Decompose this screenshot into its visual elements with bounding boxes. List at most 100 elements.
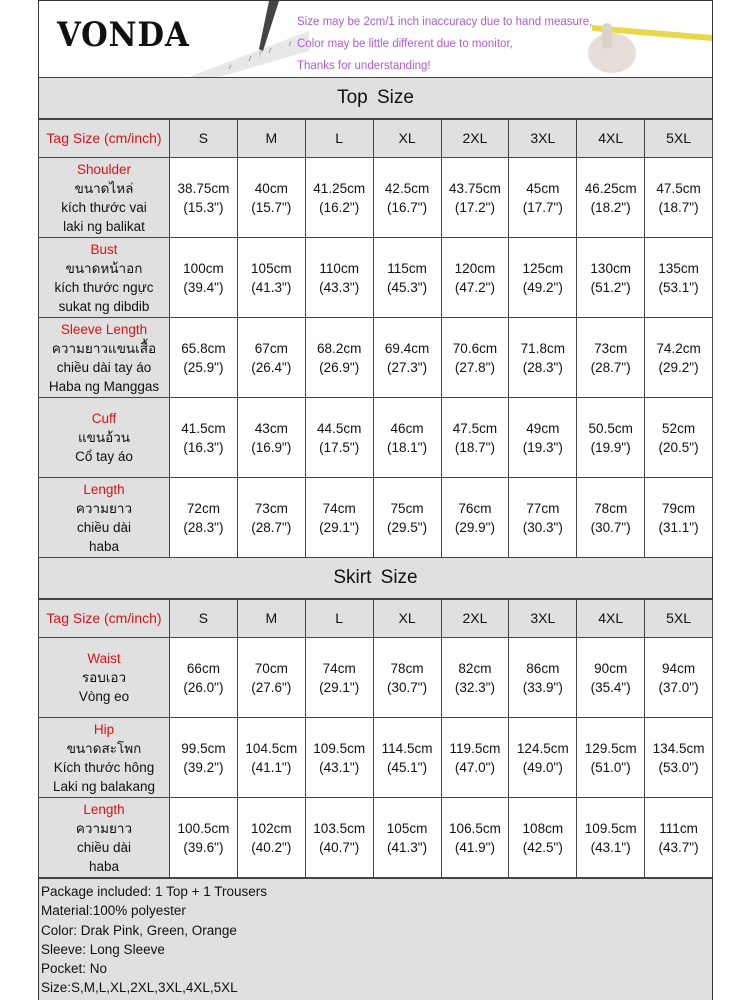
measuring-tape-hand-icon (588, 23, 712, 73)
measurement-translation: laki ng balikat (63, 218, 145, 234)
measurement-translation: chiều dài (76, 839, 132, 855)
value-inch: (29.1") (319, 519, 360, 535)
measurement-value: 43.75cm (17.2") (440, 157, 510, 238)
value-cm: 42.5cm (384, 180, 430, 196)
value-cm: 46.25cm (584, 180, 637, 196)
measurement-translation: Haba ng Manggas (48, 378, 160, 394)
value-inch: (43.1") (319, 759, 360, 775)
measurement-value: 70.6cm (27.8") (440, 317, 510, 398)
measurement-value: 70cm (27.6") (236, 637, 306, 718)
value-inch: (42.5") (522, 839, 563, 855)
value-inch: (37.0") (658, 679, 699, 695)
sleeve-info: Sleeve: Long Sleeve (41, 941, 165, 957)
measurement-value: 125cm (49.2") (508, 237, 578, 318)
measurement-value: 90cm (35.4") (576, 637, 646, 718)
measurement-value: 73cm (28.7") (576, 317, 646, 398)
value-inch: (45.3") (387, 279, 428, 295)
value-cm: 73cm (254, 500, 288, 516)
value-cm: 43cm (254, 420, 288, 436)
size-info: Size:S,M,L,XL,2XL,3XL,4XL,5XL (41, 980, 238, 996)
measurement-translation: แขนอ้วน (77, 430, 131, 445)
value-inch: (30.3") (522, 519, 563, 535)
value-inch: (26.4") (251, 359, 292, 375)
brand-logo: VONDA (57, 15, 190, 55)
value-cm: 75cm (390, 500, 424, 516)
measurement-value: 105cm (41.3") (372, 797, 442, 878)
measurement-value: 108cm (42.5") (508, 797, 578, 878)
measurement-label: Waist รอบเอว Vòng eo (38, 637, 170, 718)
value-cm: 99.5cm (181, 740, 226, 756)
measurement-value: 73cm (28.7") (236, 477, 306, 558)
measurement-row: Bust ขนาดหน้าอก kích thước ngực sukat ng di… (38, 237, 713, 318)
value-inch: (27.3") (387, 359, 428, 375)
measurement-value: 42.5cm (16.7") (372, 157, 442, 238)
measurement-value: 69.4cm (27.3") (372, 317, 442, 398)
measurement-name: Length (83, 801, 125, 817)
value-cm: 109.5cm (584, 820, 637, 836)
measurement-translation: ขนาดสะโพก (66, 740, 142, 756)
measurement-row: Length ความยาว chiều dài haba 72cm (28.3") 73c… (38, 477, 713, 558)
size-header: 4XL (576, 599, 646, 638)
value-cm: 66cm (186, 660, 220, 676)
tag-size-label: Tag Size (cm/inch) (38, 599, 170, 638)
package-info: Package included: 1 Top + 1 Trousers (41, 884, 268, 899)
value-cm: 119.5cm (449, 740, 501, 756)
size-header: XL (372, 599, 442, 638)
measurement-value: 45cm (17.7") (508, 157, 578, 238)
measurement-value: 105cm (41.3") (236, 237, 306, 318)
value-cm: 65.8cm (181, 340, 226, 356)
value-inch: (15.7") (251, 199, 292, 215)
measurement-label: Hip ขนาดสะโพก Kích thước hông Laki ng balak… (38, 717, 170, 798)
size-header: 2XL (440, 119, 510, 158)
value-inch: (45.1") (387, 759, 428, 775)
measurement-value: 110cm (43.3") (304, 237, 374, 318)
measurement-value: 134.5cm (53.0") (644, 717, 713, 798)
measurement-value: 109.5cm (43.1") (304, 717, 374, 798)
measurement-value: 66cm (26.0") (169, 637, 238, 718)
value-cm: 94cm (662, 660, 696, 676)
measurement-translation: kích thước ngực (54, 279, 154, 295)
value-inch: (41.3") (251, 279, 292, 295)
value-cm: 77cm (526, 500, 560, 516)
measurement-translation: kích thước vai (61, 199, 147, 215)
value-inch: (33.9") (522, 679, 563, 695)
value-inch: (39.4") (183, 279, 224, 295)
value-cm: 67cm (254, 340, 288, 356)
value-cm: 43.75cm (449, 180, 501, 196)
measurement-value: 47.5cm (18.7") (440, 397, 510, 478)
size-header: 3XL (508, 599, 578, 638)
measurement-translation: haba (88, 538, 120, 554)
measurement-translation: chiều dài tay áo (56, 359, 152, 375)
measurement-name: Cuff (91, 411, 117, 426)
value-cm: 69.4cm (384, 340, 430, 356)
value-inch: (39.6") (183, 839, 224, 855)
value-inch: (41.3") (387, 839, 428, 855)
value-cm: 41.25cm (313, 180, 366, 196)
measurement-value: 74cm (29.1") (304, 477, 374, 558)
value-cm: 109.5cm (313, 740, 366, 756)
measurement-translation: sukat ng dibdib (58, 298, 150, 314)
value-inch: (29.9") (454, 519, 495, 535)
value-cm: 47.5cm (452, 420, 498, 436)
value-cm: 74cm (322, 500, 356, 516)
value-cm: 105cm (251, 260, 292, 276)
size-header: M (236, 599, 306, 638)
value-inch: (26.9") (319, 359, 360, 375)
value-inch: (49.0") (522, 759, 563, 775)
measurement-value: 74cm (29.1") (304, 637, 374, 718)
value-inch: (29.1") (319, 679, 360, 695)
value-inch: (41.1") (251, 759, 292, 775)
value-inch: (18.1") (387, 439, 428, 455)
measurement-label: Cuff แขนอ้วน Cổ tay áo (38, 397, 170, 478)
measurement-value: 109.5cm (43.1") (576, 797, 646, 878)
size-header: 4XL (576, 119, 646, 158)
value-cm: 72cm (186, 500, 220, 516)
value-cm: 49cm (526, 420, 560, 436)
measurement-row: Length ความยาว chiều dài haba 100.5cm (39.6")… (38, 797, 713, 878)
measurement-translation: chiều dài (76, 519, 132, 535)
measurement-name: Bust (90, 241, 118, 257)
value-cm: 134.5cm (652, 740, 705, 756)
value-inch: (32.3") (454, 679, 495, 695)
value-inch: (51.0") (590, 759, 631, 775)
measurement-label: Bust ขนาดหน้าอก kích thước ngực sukat ng di… (38, 237, 170, 318)
